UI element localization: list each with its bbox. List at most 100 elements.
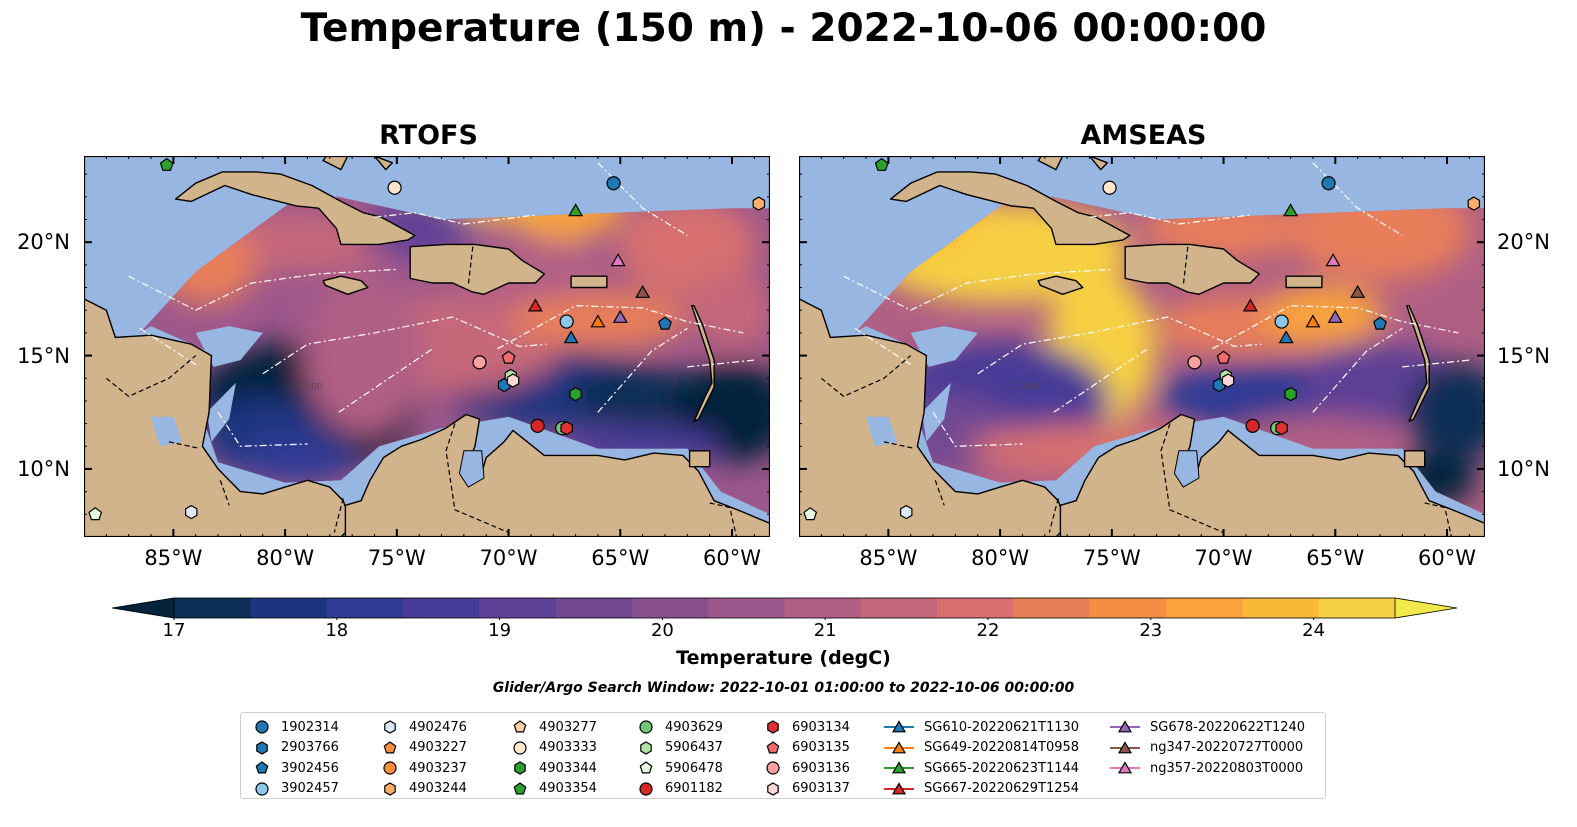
shelf-area <box>206 382 236 442</box>
colorbar-segment <box>250 598 328 618</box>
legend-marker-icon <box>1110 720 1140 733</box>
land <box>84 156 770 537</box>
border-line <box>1424 502 1453 537</box>
legend-item: 4903237 <box>381 758 467 779</box>
colorbar-tick-label: 21 <box>813 620 837 641</box>
platform-marker <box>606 176 621 191</box>
legend-marker-icon <box>383 761 397 775</box>
eez-line <box>139 327 197 366</box>
shelf-area <box>222 194 263 209</box>
eez-line <box>497 305 744 350</box>
legend-item: 6903134 <box>764 717 850 738</box>
legend-marker-icon <box>766 761 780 775</box>
border-line <box>445 423 509 534</box>
legend-column: SG610-20220621T1130 SG649-20220814T0958 SG… <box>884 717 1079 799</box>
colorbar-segment <box>784 598 862 618</box>
legend-item: 1902314 <box>253 717 339 738</box>
colorbar-tick-label: 19 <box>488 620 512 641</box>
platform-marker <box>1278 330 1294 344</box>
shelf-area <box>921 382 951 442</box>
colorbar <box>112 597 1457 620</box>
legend-item: 4903244 <box>381 779 467 800</box>
lon-label: 70°W <box>1194 546 1253 570</box>
platform-marker <box>569 386 582 402</box>
land-southAmerica <box>344 413 770 537</box>
border-line <box>168 441 201 450</box>
shelf-area <box>937 194 978 209</box>
legend-column: SG678-20220622T1240 ng347-20220727T0000 ng… <box>1110 717 1305 779</box>
colorbar-segment <box>174 598 251 618</box>
legend-label: 6903136 <box>792 760 850 776</box>
colorbar-tick-label: 20 <box>650 620 674 641</box>
legend-item: 3902456 <box>253 758 339 779</box>
legend-item: 4902476 <box>381 717 467 738</box>
eez-line <box>1212 305 1459 350</box>
colorbar-segment <box>860 598 938 618</box>
land-lesserAntilles <box>1406 304 1430 422</box>
colorbar-extend-max <box>1394 597 1457 619</box>
lat-label-20n: 20°N <box>17 230 70 254</box>
lake-maracaibo <box>1173 450 1200 488</box>
legend-label: ng357-20220803T0000 <box>1150 760 1304 776</box>
platform-marker <box>1321 176 1336 191</box>
colorbar-tick-label: 23 <box>1139 620 1163 641</box>
legend-label: ng347-20220727T0000 <box>1150 740 1304 756</box>
colorbar-segment <box>1318 598 1396 618</box>
eez-line <box>338 348 433 413</box>
legend-marker-icon <box>884 761 914 774</box>
border-line <box>883 441 916 450</box>
lon-label: 80°W <box>971 546 1030 570</box>
legend-marker-icon <box>884 782 914 795</box>
lon-label: 75°W <box>367 546 426 570</box>
border-line <box>219 480 230 506</box>
platform-marker <box>1216 350 1231 364</box>
colorbar-tick-label: 24 <box>1302 620 1326 641</box>
border-line <box>709 502 738 537</box>
legend-label: SG610-20220621T1130 <box>924 719 1080 735</box>
legend-marker-icon <box>639 720 653 734</box>
eez-line <box>843 268 1112 311</box>
platform-marker <box>559 314 574 329</box>
colorbar-tick-label: 22 <box>976 620 1000 641</box>
legend-item: 4903354 <box>511 779 597 800</box>
platform-marker <box>1284 386 1297 402</box>
legend-item: 6903137 <box>764 779 850 800</box>
platform-marker <box>1221 373 1235 388</box>
legend-label: 4903354 <box>539 781 597 797</box>
land-cuba <box>889 171 1131 246</box>
legend-item: 4903227 <box>381 738 467 759</box>
platform-marker <box>658 316 672 330</box>
legend-item: 4903333 <box>511 738 597 759</box>
eez-line <box>1053 348 1148 413</box>
lat-label-15n: 15°N <box>17 344 70 368</box>
amseas-map[interactable]: -1000 <box>799 156 1485 537</box>
legend-item: 5906478 <box>637 758 723 779</box>
legend-item: 4903629 <box>637 717 723 738</box>
legend-marker-icon <box>639 782 653 796</box>
legend-item: 4903277 <box>511 717 597 738</box>
eez-line <box>1312 327 1403 413</box>
legend-column: 4903277 4903333 4903344 4903354 <box>511 717 597 799</box>
border-line <box>1182 246 1189 286</box>
colorbar-tick-label: 18 <box>325 620 349 641</box>
rtofs-map[interactable]: -1000 <box>84 156 770 537</box>
eez-line <box>1402 359 1470 368</box>
colorbar-segment <box>708 598 785 618</box>
platform-marker <box>184 504 198 520</box>
colorbar-segment <box>1242 598 1320 618</box>
platform-marker <box>899 504 913 520</box>
colorbar-segment <box>326 598 404 618</box>
platform-marker <box>1102 180 1117 195</box>
legend-marker-icon <box>255 761 269 774</box>
legend-column: 1902314 2903766 3902456 3902457 <box>253 717 339 799</box>
eez-line <box>977 316 1262 375</box>
legend-label: 6903137 <box>792 781 850 797</box>
legend-marker-icon <box>1110 741 1140 754</box>
legend-item: ng347-20220727T0000 <box>1110 738 1305 759</box>
platform-marker <box>1373 316 1387 330</box>
legend-label: SG667-20220629T1254 <box>924 781 1080 797</box>
land-hispaniola <box>409 243 545 296</box>
land-puertoRico <box>1285 275 1323 289</box>
platform-marker <box>1350 284 1366 298</box>
land-trinidad <box>1403 450 1426 468</box>
